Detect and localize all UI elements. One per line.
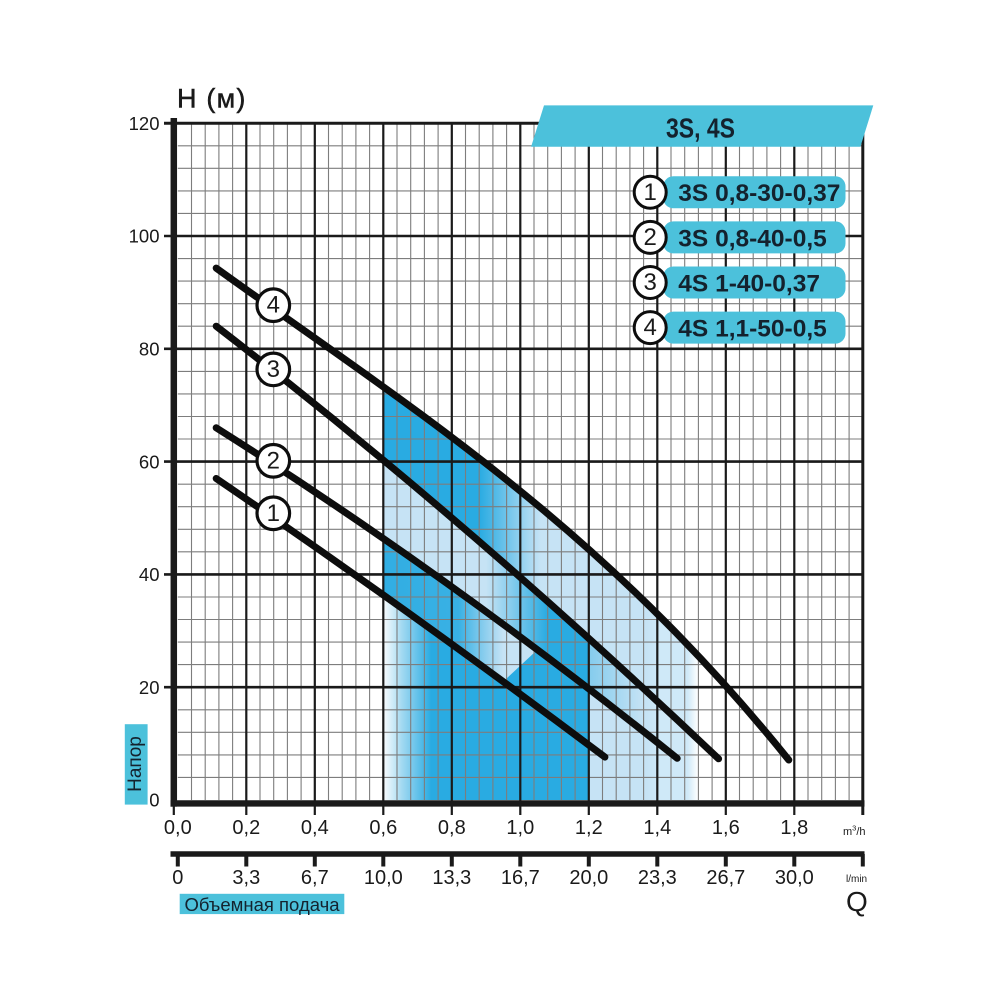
svg-text:0,2: 0,2 <box>232 817 260 839</box>
svg-text:0: 0 <box>172 867 183 889</box>
svg-text:30,0: 30,0 <box>775 867 814 889</box>
svg-text:Напор: Напор <box>125 736 146 792</box>
svg-text:60: 60 <box>139 451 160 472</box>
svg-text:l/min: l/min <box>846 874 867 885</box>
svg-text:3: 3 <box>644 269 657 296</box>
svg-text:6,7: 6,7 <box>301 867 329 889</box>
svg-text:80: 80 <box>139 339 160 360</box>
svg-text:3: 3 <box>267 356 280 383</box>
svg-text:40: 40 <box>139 564 160 585</box>
svg-text:4S 1-40-0,37: 4S 1-40-0,37 <box>678 270 820 297</box>
svg-text:10,0: 10,0 <box>364 867 403 889</box>
svg-text:4: 4 <box>644 314 657 341</box>
svg-text:3,3: 3,3 <box>232 867 260 889</box>
svg-text:H (м): H (м) <box>177 84 247 114</box>
svg-text:2: 2 <box>644 224 657 251</box>
svg-text:20: 20 <box>139 677 160 698</box>
svg-text:Объемная подача: Объемная подача <box>184 894 340 915</box>
svg-text:23,3: 23,3 <box>638 867 677 889</box>
svg-text:4S 1,1-50-0,5: 4S 1,1-50-0,5 <box>678 316 826 343</box>
svg-text:3S 0,8-40-0,5: 3S 0,8-40-0,5 <box>678 225 826 252</box>
svg-text:0: 0 <box>149 790 159 811</box>
svg-text:2: 2 <box>267 447 280 474</box>
svg-text:26,7: 26,7 <box>706 867 745 889</box>
svg-text:13,3: 13,3 <box>432 867 471 889</box>
svg-text:0,6: 0,6 <box>369 817 397 839</box>
svg-text:4: 4 <box>267 292 280 319</box>
svg-text:100: 100 <box>129 226 160 247</box>
svg-text:1,6: 1,6 <box>712 817 740 839</box>
svg-text:16,7: 16,7 <box>501 867 540 889</box>
svg-text:20,0: 20,0 <box>569 867 608 889</box>
svg-text:0,4: 0,4 <box>301 817 329 839</box>
svg-text:3S 0,8-30-0,37: 3S 0,8-30-0,37 <box>678 180 840 207</box>
svg-text:3S, 4S: 3S, 4S <box>666 113 735 144</box>
svg-text:Q: Q <box>846 886 868 917</box>
svg-text:m3/h: m3/h <box>843 824 866 839</box>
svg-text:120: 120 <box>129 113 160 134</box>
svg-text:1: 1 <box>267 500 280 527</box>
svg-text:1,4: 1,4 <box>643 817 671 839</box>
svg-text:0,0: 0,0 <box>164 817 192 839</box>
svg-text:0,8: 0,8 <box>438 817 466 839</box>
svg-text:1,2: 1,2 <box>575 817 603 839</box>
svg-text:1,8: 1,8 <box>780 817 808 839</box>
svg-text:1,0: 1,0 <box>506 817 534 839</box>
svg-text:1: 1 <box>644 179 657 206</box>
